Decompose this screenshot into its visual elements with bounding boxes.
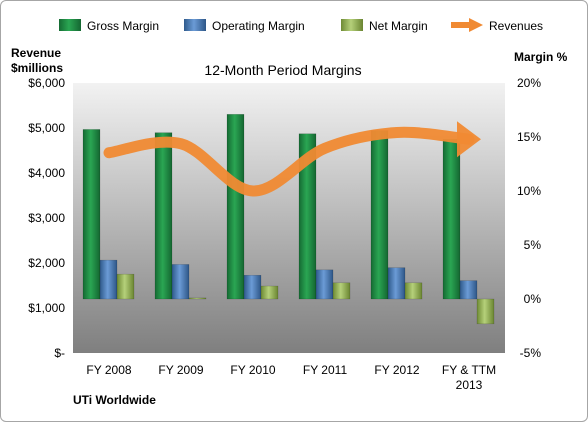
category-label: FY 2008	[86, 363, 131, 377]
chart-title: 12-Month Period Margins	[204, 62, 361, 78]
right-axis-ticks: -5% 0% 5% 10% 15% 20%	[517, 76, 541, 360]
revenues-arrowhead	[457, 121, 481, 158]
legend-swatch-net-margin	[341, 19, 363, 31]
operating-margin-bar	[171, 264, 190, 300]
revenue-line-layer	[103, 121, 481, 197]
category-label: FY 2012	[374, 363, 419, 377]
left-axis-ticks: $- $1,000 $2,000 $3,000 $4,000 $5,000 $6,000	[28, 76, 65, 360]
left-tick-label: $4,000	[28, 166, 65, 180]
legend-label-net-margin: Net Margin	[369, 19, 428, 33]
left-tick-label: $3,000	[28, 211, 65, 225]
left-axis-title-line2: $millions	[11, 61, 63, 75]
right-tick-label: 20%	[517, 76, 541, 90]
right-tick-label: 5%	[524, 238, 542, 252]
gross-margin-bar	[82, 129, 101, 300]
legend: Gross Margin Operating Margin Net Margin…	[59, 18, 543, 33]
company-label: UTi Worldwide	[73, 393, 156, 407]
right-tick-label: 0%	[524, 292, 542, 306]
category-label: FY 2010	[230, 363, 275, 377]
category-label: FY 2009	[158, 363, 203, 377]
category-label: FY 2011	[303, 363, 348, 377]
operating-margin-bar	[99, 259, 118, 300]
left-tick-label: $1,000	[28, 301, 65, 315]
category-label: FY & TTM	[442, 363, 496, 377]
right-tick-label: 15%	[517, 130, 541, 144]
category-labels: FY 2008 FY 2009 FY 2010 FY 2011 FY 2012 FY & …	[86, 363, 496, 392]
gross-margin-bar	[442, 138, 461, 300]
net-margin-bar	[188, 297, 207, 300]
net-margin-bar	[476, 298, 495, 325]
net-margin-bar	[260, 285, 279, 300]
category-label-line2: 2013	[456, 378, 483, 392]
right-tick-label: 10%	[517, 184, 541, 198]
gross-margin-bar	[226, 114, 245, 300]
plot-area	[73, 83, 505, 353]
legend-swatch-operating-margin	[184, 19, 206, 31]
right-tick-label: -5%	[520, 346, 542, 360]
operating-margin-bar	[315, 269, 334, 300]
left-tick-label: $5,000	[28, 121, 65, 135]
legend-label-operating-margin: Operating Margin	[212, 19, 305, 33]
left-axis-title-line1: Revenue	[11, 46, 61, 60]
net-margin-bar	[332, 282, 351, 300]
bars-layer	[82, 114, 495, 325]
left-tick-label: $-	[54, 346, 65, 360]
legend-label-gross-margin: Gross Margin	[87, 19, 159, 33]
net-margin-bar	[404, 282, 423, 300]
operating-margin-bar	[459, 280, 478, 300]
legend-arrowhead-revenues	[469, 18, 483, 32]
gross-margin-bar	[154, 132, 173, 300]
operating-margin-bar	[243, 274, 262, 300]
legend-label-revenues: Revenues	[489, 19, 543, 33]
gross-margin-bar	[298, 133, 317, 300]
net-margin-bar	[116, 273, 135, 300]
right-axis-title: Margin %	[514, 50, 568, 64]
legend-swatch-gross-margin	[59, 19, 81, 31]
operating-margin-bar	[387, 267, 406, 300]
left-tick-label: $2,000	[28, 256, 65, 270]
left-tick-label: $6,000	[28, 76, 65, 90]
gross-margin-bar	[370, 130, 389, 300]
revenues-line	[103, 126, 475, 197]
